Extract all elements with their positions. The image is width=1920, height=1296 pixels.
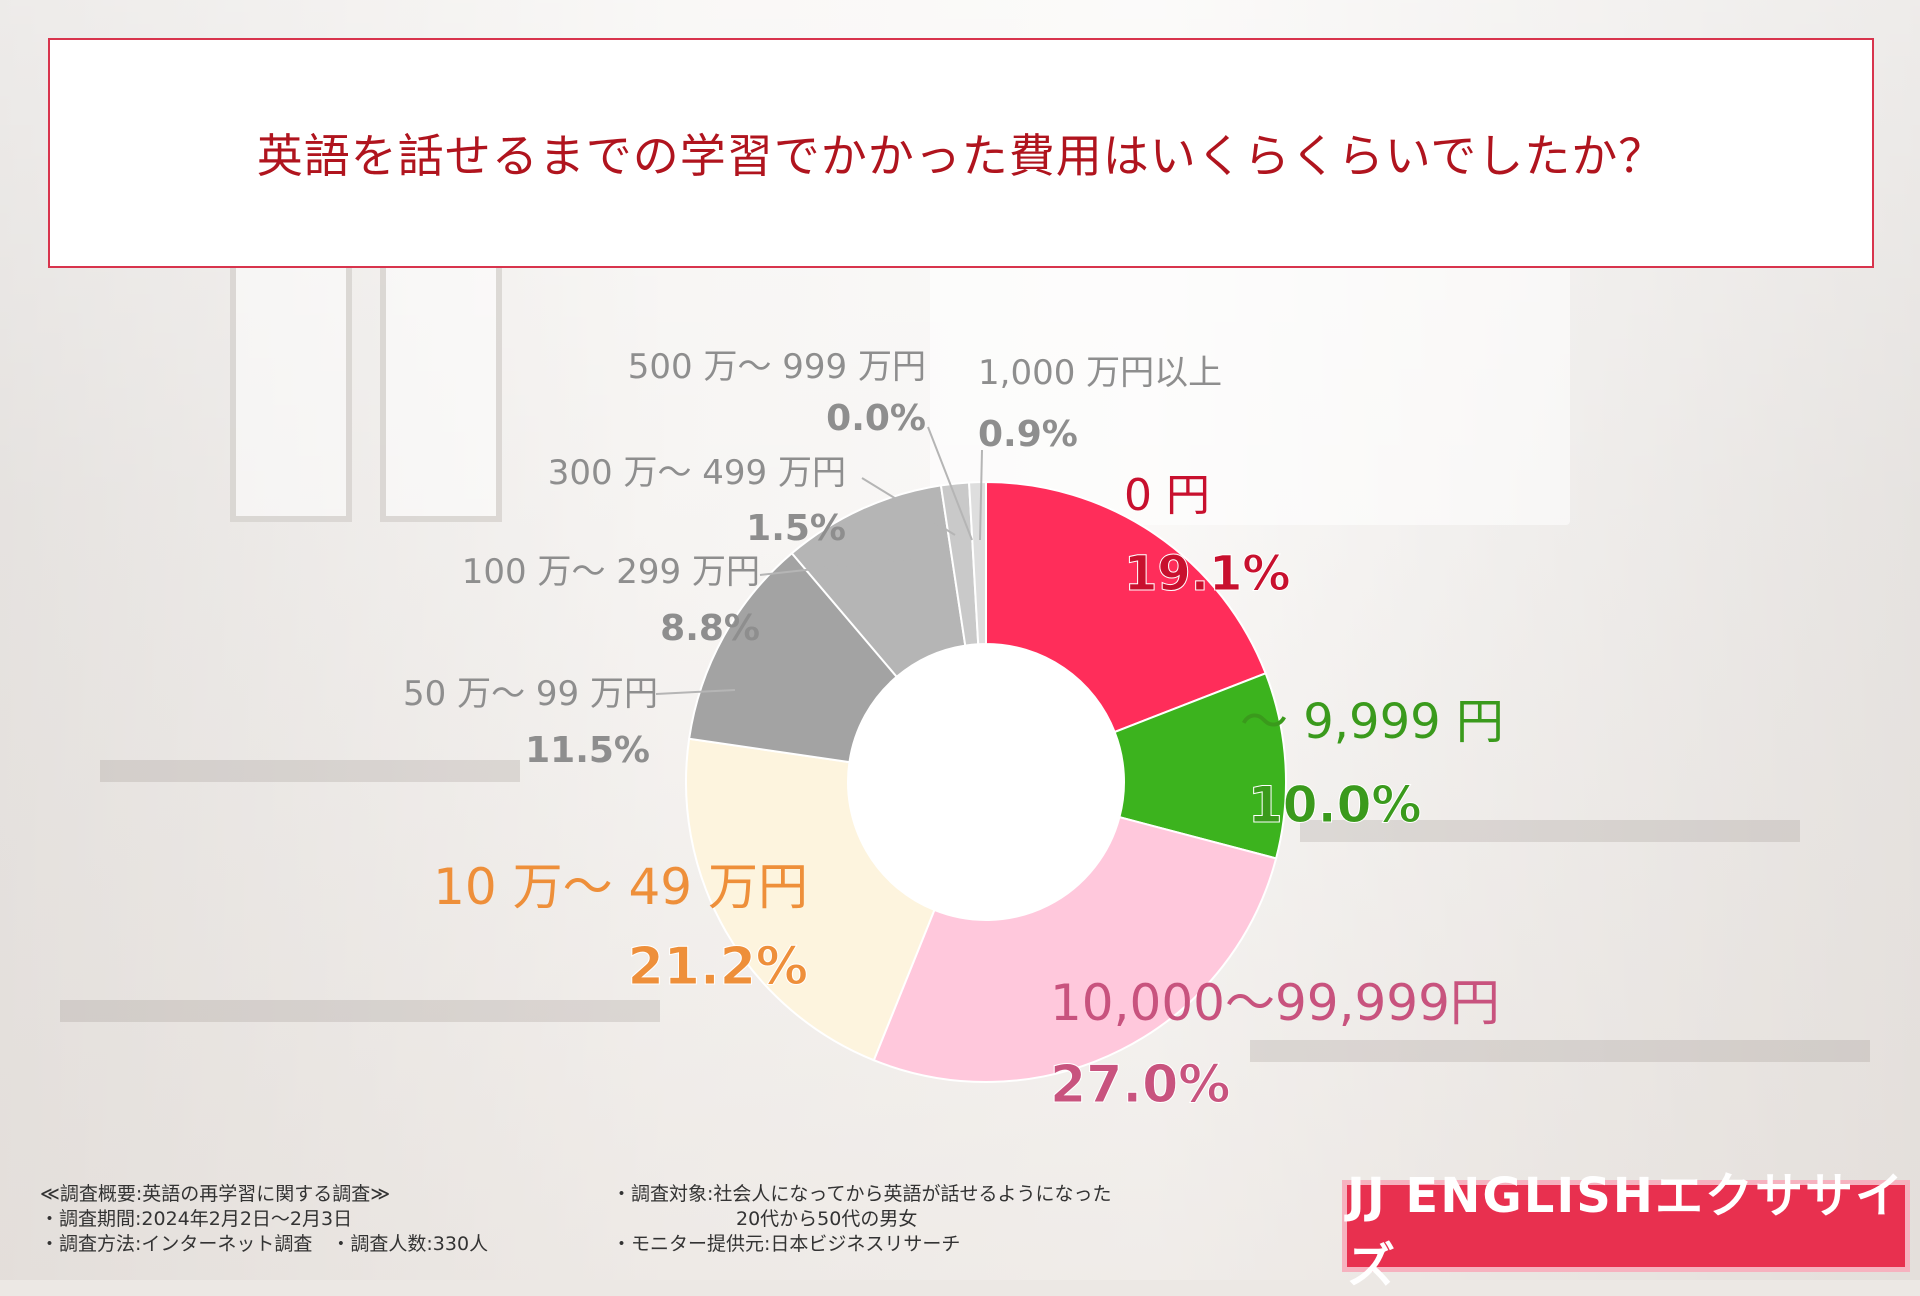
survey-provider: ・モニター提供元:日本ビジネスリサーチ (612, 1233, 961, 1255)
survey-method: ・調査方法:インターネット調査 ・調査人数:330人 (40, 1233, 489, 1255)
survey-period: ・調査期間:2024年2月2日〜2月3日 (40, 1208, 353, 1230)
percent-label: 0.9% (978, 414, 1078, 455)
percent-label: 8.8% (660, 608, 760, 649)
category-label: 10 万〜 49 万円 (433, 858, 808, 916)
category-label: 〜 9,999 円 (1240, 694, 1504, 750)
chart-title: 英語を話せるまでの学習でかかった費用はいくらくらいでしたか？ (256, 129, 1666, 183)
desk (1250, 1040, 1870, 1062)
desk (100, 760, 520, 782)
donut-slice (985, 480, 1267, 734)
whiteboard (930, 265, 1570, 525)
category-label: 50 万〜 99 万円 (403, 674, 658, 714)
percent-label: 11.5% (525, 730, 650, 771)
category-label: 10,000〜99,999円 (1050, 974, 1500, 1032)
category-label: 0 円 (1124, 470, 1210, 521)
leader-line (979, 449, 983, 541)
desk (60, 1000, 660, 1022)
logo-text: JJ ENGLISHエクササイズ (1347, 1168, 1905, 1294)
donut-slice (872, 815, 1278, 1083)
survey-target-cont: 20代から50代の男女 (736, 1208, 918, 1230)
survey-heading: ≪調査概要:英語の再学習に関する調査≫ (40, 1183, 391, 1205)
leader-line (861, 477, 956, 536)
category-label: 300 万〜 499 万円 (548, 453, 846, 493)
survey-summary-left: ≪調査概要:英語の再学習に関する調査≫ ・調査期間:2024年2月2日〜2月3日… (40, 1182, 488, 1257)
survey-target: ・調査対象:社会人になってから英語が話せるようになった (612, 1183, 1112, 1205)
leader-line (655, 689, 736, 695)
percent-label: 1.5% (746, 508, 846, 549)
leader-line (759, 557, 916, 576)
category-label: 500 万〜 999 万円 (628, 347, 926, 387)
survey-summary-right: ・調査対象:社会人になってから英語が話せるようになった 20代から50代の男女 … (612, 1182, 1111, 1257)
category-label: 1,000 万円以上 (978, 353, 1222, 393)
percent-label: 27.0% (1050, 1055, 1230, 1115)
brand-logo: JJ ENGLISHエクササイズ (1342, 1168, 1910, 1294)
donut-hole (848, 644, 1124, 920)
percent-label: 10.0% (1248, 776, 1421, 834)
leader-line (927, 426, 973, 541)
category-label: 100 万〜 299 万円 (462, 552, 760, 592)
desk (1300, 820, 1800, 842)
percent-label: 0.0% (826, 398, 926, 439)
title-box: 英語を話せるまでの学習でかかった費用はいくらくらいでしたか？ (48, 38, 1874, 268)
percent-label: 21.2% (628, 937, 808, 997)
percent-label: 19.1% (1124, 546, 1291, 602)
